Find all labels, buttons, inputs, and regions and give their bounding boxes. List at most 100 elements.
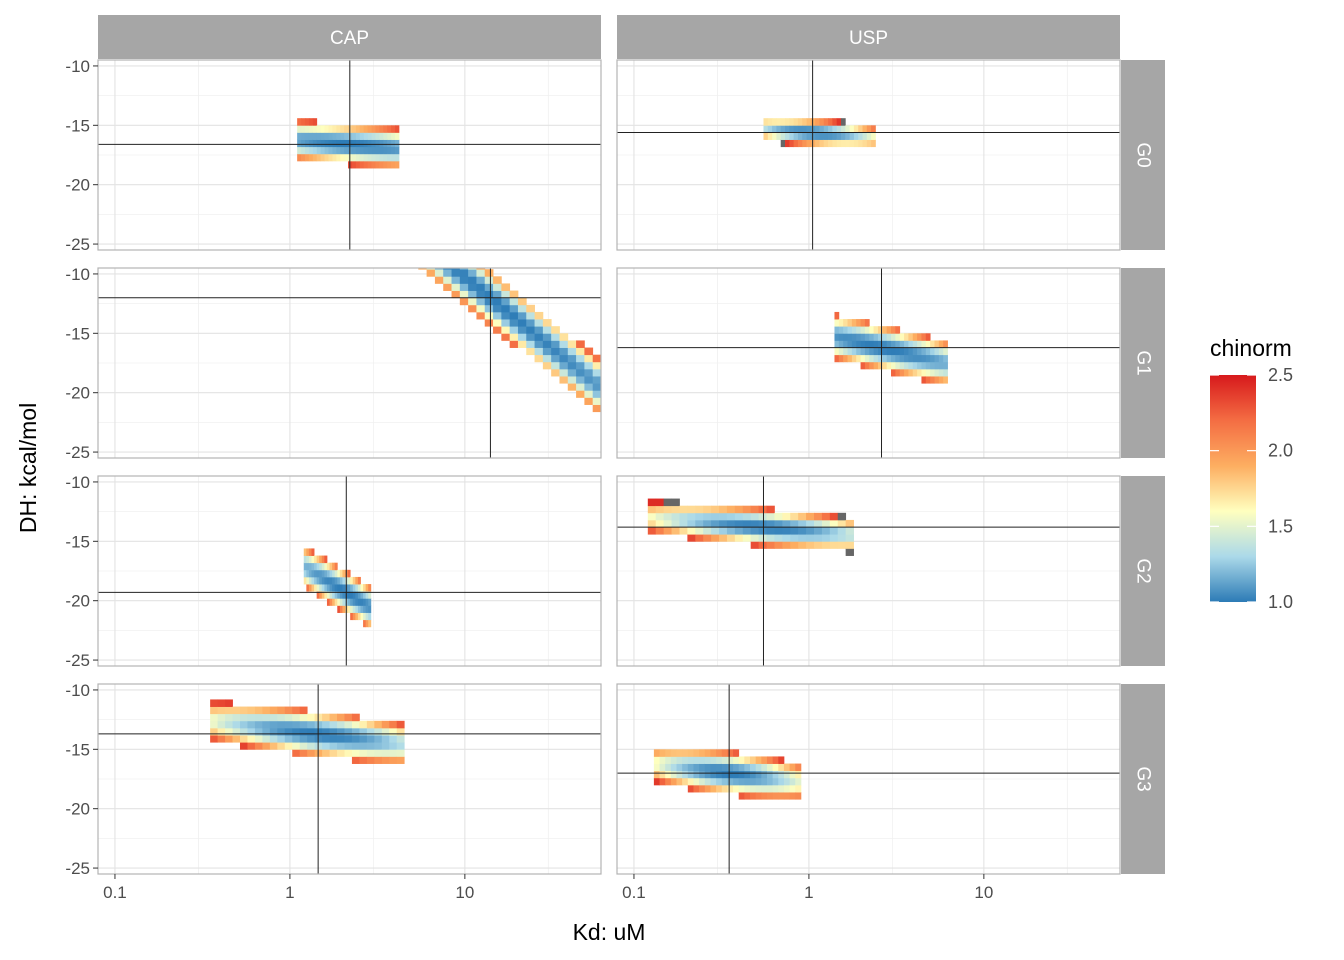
heat-cell <box>864 326 870 334</box>
heat-cell <box>320 132 325 140</box>
heat-cell <box>332 584 336 592</box>
heat-cell <box>322 749 330 757</box>
heat-cell <box>836 132 842 140</box>
heat-cell <box>339 584 343 592</box>
heat-cell <box>476 311 486 320</box>
panels-layer: CAP USPG0G1G2G3-10-15-20-25-10-15-20-25-1… <box>65 15 1165 902</box>
heat-cell <box>352 612 356 621</box>
heat-cell <box>311 584 315 592</box>
heat-cell <box>864 347 870 356</box>
heat-cell <box>363 612 367 621</box>
x-tick-label: 0.1 <box>103 883 127 902</box>
heat-cell <box>459 276 469 284</box>
heat-cell <box>843 347 848 356</box>
facet-panel <box>616 267 1121 459</box>
heat-cell <box>375 125 380 133</box>
heat-cell <box>823 125 829 133</box>
heat-cell <box>810 132 816 140</box>
heat-cell <box>670 777 677 786</box>
heat-cell <box>772 784 779 793</box>
y-tick-label: -10 <box>65 681 90 700</box>
heat-cell <box>806 125 812 133</box>
colorbar-label: 1.0 <box>1268 592 1293 612</box>
heat-cell <box>755 756 762 764</box>
heat-cell <box>772 132 777 140</box>
y-tick-label: -15 <box>65 116 90 135</box>
heat-cell <box>501 304 511 313</box>
heat-cell <box>711 512 720 521</box>
heat-cell <box>225 706 233 715</box>
heat-cell <box>308 146 314 155</box>
heat-cell <box>493 326 502 334</box>
heat-cell <box>395 132 400 140</box>
heat-cell <box>813 541 823 549</box>
heat-cell <box>653 777 660 786</box>
heat-cell <box>311 576 315 585</box>
heat-cell <box>395 139 400 148</box>
heat-cell <box>342 576 346 585</box>
heat-cell <box>359 720 368 729</box>
heat-cell <box>790 512 799 521</box>
heat-cell <box>476 290 486 299</box>
heat-cell <box>789 118 795 126</box>
heat-cell <box>869 361 875 370</box>
heat-cell <box>355 605 359 613</box>
heat-cell <box>795 784 802 793</box>
heat-cell <box>379 132 384 140</box>
facet-panel: -10 -15 -20 -25 0.1 1 10 <box>65 681 602 902</box>
heat-cell <box>891 361 896 370</box>
heat-cell <box>699 756 706 764</box>
heat-cell <box>319 576 323 585</box>
heat-cell <box>864 319 870 327</box>
heat-cell <box>311 555 315 564</box>
heat-cell <box>663 498 672 507</box>
heat-cell <box>813 534 823 542</box>
heat-cell <box>836 125 842 133</box>
heat-cell <box>297 125 302 133</box>
heat-cell <box>584 383 594 391</box>
heat-cell <box>671 512 680 521</box>
heat-cell <box>721 749 728 757</box>
heat-cell <box>851 326 857 334</box>
heat-cell <box>476 269 486 277</box>
heat-cell <box>576 347 585 356</box>
heat-cell <box>391 139 396 148</box>
heat-cell <box>782 512 791 521</box>
heat-cell <box>340 125 345 133</box>
heat-cell <box>210 699 219 707</box>
row-strip <box>1121 684 1165 874</box>
heat-cell <box>755 777 762 786</box>
heat-cell <box>766 534 775 542</box>
heat-cell <box>363 139 369 148</box>
heat-cell <box>551 333 560 341</box>
heat-cell <box>734 534 744 542</box>
heat-cell <box>567 361 577 370</box>
heat-cell <box>332 569 336 578</box>
heat-cell <box>210 735 219 743</box>
heat-cell <box>363 598 367 606</box>
heat-cell <box>687 527 696 535</box>
heat-cell <box>383 132 388 140</box>
heat-cell <box>379 146 384 155</box>
heat-cell <box>517 297 527 306</box>
heat-cell <box>829 512 839 521</box>
heat-cell <box>368 619 372 628</box>
heat-cell <box>351 139 357 148</box>
column-strip-label: USP <box>849 28 888 49</box>
heat-cell <box>716 763 723 772</box>
y-tick-label: -20 <box>65 592 90 611</box>
heat-cell <box>576 361 585 370</box>
heat-cell <box>797 125 803 133</box>
heat-cell <box>391 132 396 140</box>
heat-cell <box>742 527 752 535</box>
heat-cell <box>247 742 256 750</box>
heat-cell <box>734 512 744 521</box>
heat-cell <box>359 132 365 140</box>
heat-cell <box>371 153 376 162</box>
heat-cell <box>943 347 948 356</box>
heat-cell <box>322 727 330 736</box>
heat-cell <box>355 584 359 592</box>
heat-cell <box>347 605 351 613</box>
heat-cell <box>328 132 333 140</box>
heat-cell <box>559 354 569 363</box>
